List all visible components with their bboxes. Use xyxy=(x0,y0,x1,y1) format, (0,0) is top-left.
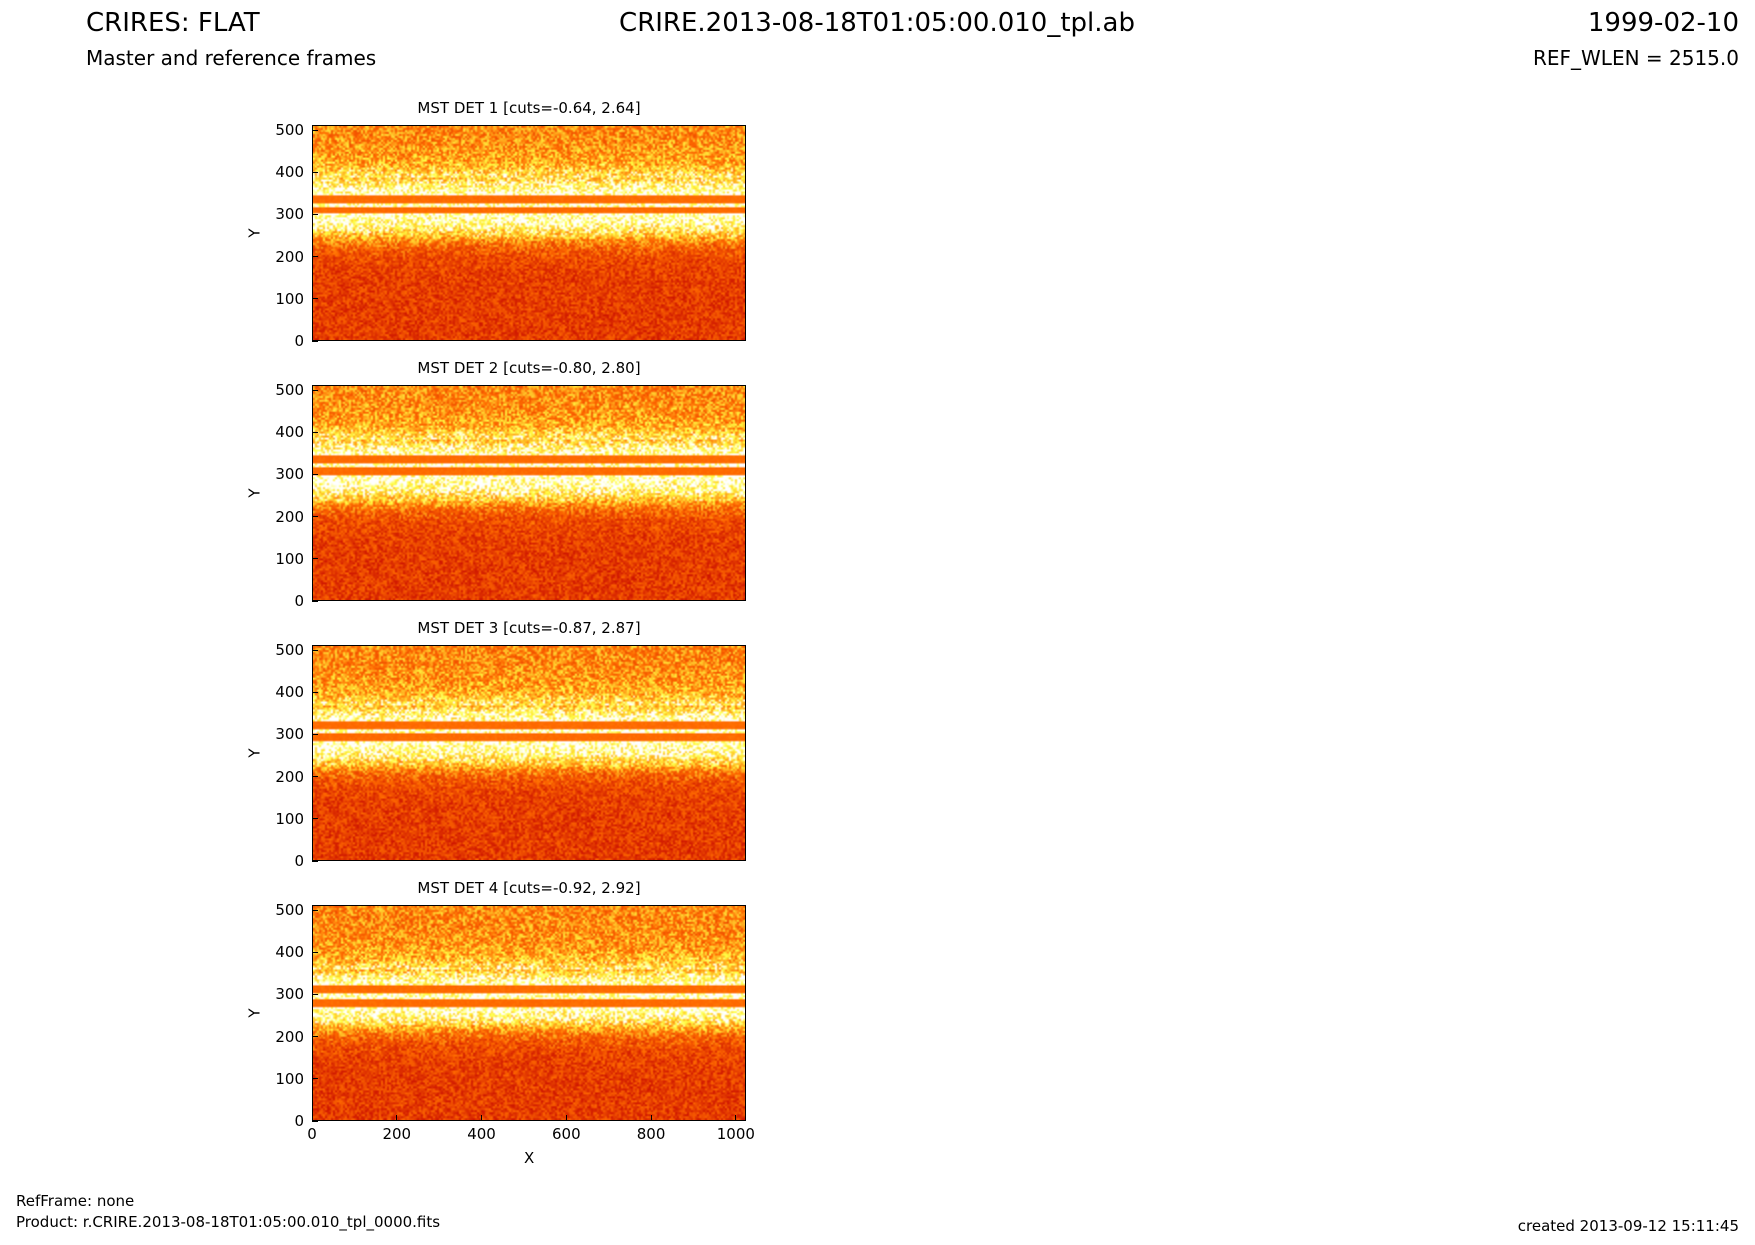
y-tick-label: 500 xyxy=(275,381,304,400)
y-tick-mark xyxy=(312,340,318,342)
y-tick-mark xyxy=(312,256,318,258)
y-tick-mark xyxy=(312,431,318,433)
y-tick-label: 400 xyxy=(275,943,304,962)
y-tick-label: 300 xyxy=(275,465,304,484)
y-tick-mark xyxy=(312,298,318,300)
heatmap-canvas xyxy=(313,906,745,1120)
heatmap-canvas xyxy=(313,126,745,340)
y-tick-label: 100 xyxy=(275,289,304,308)
x-tick-mark xyxy=(481,1115,483,1121)
y-tick-label: 300 xyxy=(275,205,304,224)
x-tick-label: 600 xyxy=(551,1125,581,1143)
y-tick-mark xyxy=(312,129,318,131)
x-tick-label: 0 xyxy=(307,1125,317,1143)
heatmap-image xyxy=(312,125,746,341)
y-tick-mark xyxy=(312,993,318,995)
y-tick-mark xyxy=(312,860,318,862)
y-tick-mark xyxy=(312,776,318,778)
heatmap-image xyxy=(312,905,746,1121)
x-tick-label: 400 xyxy=(467,1125,496,1143)
x-tick-mark xyxy=(396,1115,398,1121)
x-tick-mark xyxy=(311,1115,313,1121)
y-tick-label: 400 xyxy=(275,423,304,442)
y-tick-mark xyxy=(312,1078,318,1080)
y-tick-label: 500 xyxy=(275,121,304,140)
heatmap-image xyxy=(312,385,746,601)
x-axis-label: X xyxy=(524,1149,535,1167)
y-axis-label: Y xyxy=(245,488,264,498)
y-tick-label: 100 xyxy=(275,809,304,828)
y-tick-label: 100 xyxy=(275,549,304,568)
y-axis-label: Y xyxy=(245,1008,264,1018)
y-tick-label: 200 xyxy=(275,507,304,526)
header-right-subtitle: REF_WLEN = 2515.0 xyxy=(1532,46,1739,70)
y-tick-mark xyxy=(312,473,318,475)
x-tick-label: 800 xyxy=(636,1125,666,1143)
y-axis-label: Y xyxy=(245,228,264,238)
y-tick-label: 200 xyxy=(275,247,304,266)
y-tick-mark xyxy=(312,649,318,651)
x-tick-label: 1000 xyxy=(716,1125,755,1143)
heatmap-image xyxy=(312,645,746,861)
panel-title: MST DET 1 [cuts=-0.64, 2.64] xyxy=(417,99,641,117)
y-tick-label: 0 xyxy=(294,332,304,350)
x-tick-mark xyxy=(735,1115,737,1121)
panel-title: MST DET 4 [cuts=-0.92, 2.92] xyxy=(417,879,641,897)
y-tick-mark xyxy=(312,389,318,391)
y-tick-mark xyxy=(312,171,318,173)
heatmap-canvas xyxy=(313,386,745,600)
y-tick-mark xyxy=(312,733,318,735)
header-center-title: CRIRE.2013-08-18T01:05:00.010_tpl.ab xyxy=(619,8,1135,38)
y-tick-label: 0 xyxy=(294,592,304,610)
footer-product: Product: r.CRIRE.2013-08-18T01:05:00.010… xyxy=(16,1213,441,1231)
y-axis-label: Y xyxy=(245,748,264,758)
y-tick-mark xyxy=(312,213,318,215)
y-tick-label: 200 xyxy=(275,767,304,786)
y-tick-label: 300 xyxy=(275,725,304,744)
y-tick-label: 100 xyxy=(275,1069,304,1088)
header-left-title: CRIRES: FLAT xyxy=(86,8,260,38)
y-tick-label: 0 xyxy=(294,852,304,870)
footer-refframe: RefFrame: none xyxy=(16,1192,135,1210)
y-tick-mark xyxy=(312,1036,318,1038)
y-tick-mark xyxy=(312,558,318,560)
y-tick-label: 400 xyxy=(275,683,304,702)
x-tick-mark xyxy=(565,1115,567,1121)
y-tick-mark xyxy=(312,516,318,518)
y-tick-label: 500 xyxy=(275,901,304,920)
y-tick-mark xyxy=(312,600,318,602)
y-tick-label: 400 xyxy=(275,163,304,182)
header-right-title: 1999-02-10 xyxy=(1587,8,1739,38)
panel-title: MST DET 2 [cuts=-0.80, 2.80] xyxy=(417,359,641,377)
y-tick-label: 500 xyxy=(275,641,304,660)
x-tick-label: 200 xyxy=(382,1125,412,1143)
y-tick-mark xyxy=(312,691,318,693)
footer-created: created 2013-09-12 15:11:45 xyxy=(1517,1217,1739,1235)
y-tick-label: 0 xyxy=(294,1112,304,1130)
header-left-subtitle: Master and reference frames xyxy=(86,46,377,70)
panel-title: MST DET 3 [cuts=-0.87, 2.87] xyxy=(417,619,641,637)
y-tick-mark xyxy=(312,951,318,953)
y-tick-label: 300 xyxy=(275,985,304,1004)
x-tick-mark xyxy=(650,1115,652,1121)
y-tick-mark xyxy=(312,818,318,820)
y-tick-label: 200 xyxy=(275,1027,304,1046)
y-tick-mark xyxy=(312,909,318,911)
heatmap-canvas xyxy=(313,646,745,860)
y-tick-mark xyxy=(312,1120,318,1122)
